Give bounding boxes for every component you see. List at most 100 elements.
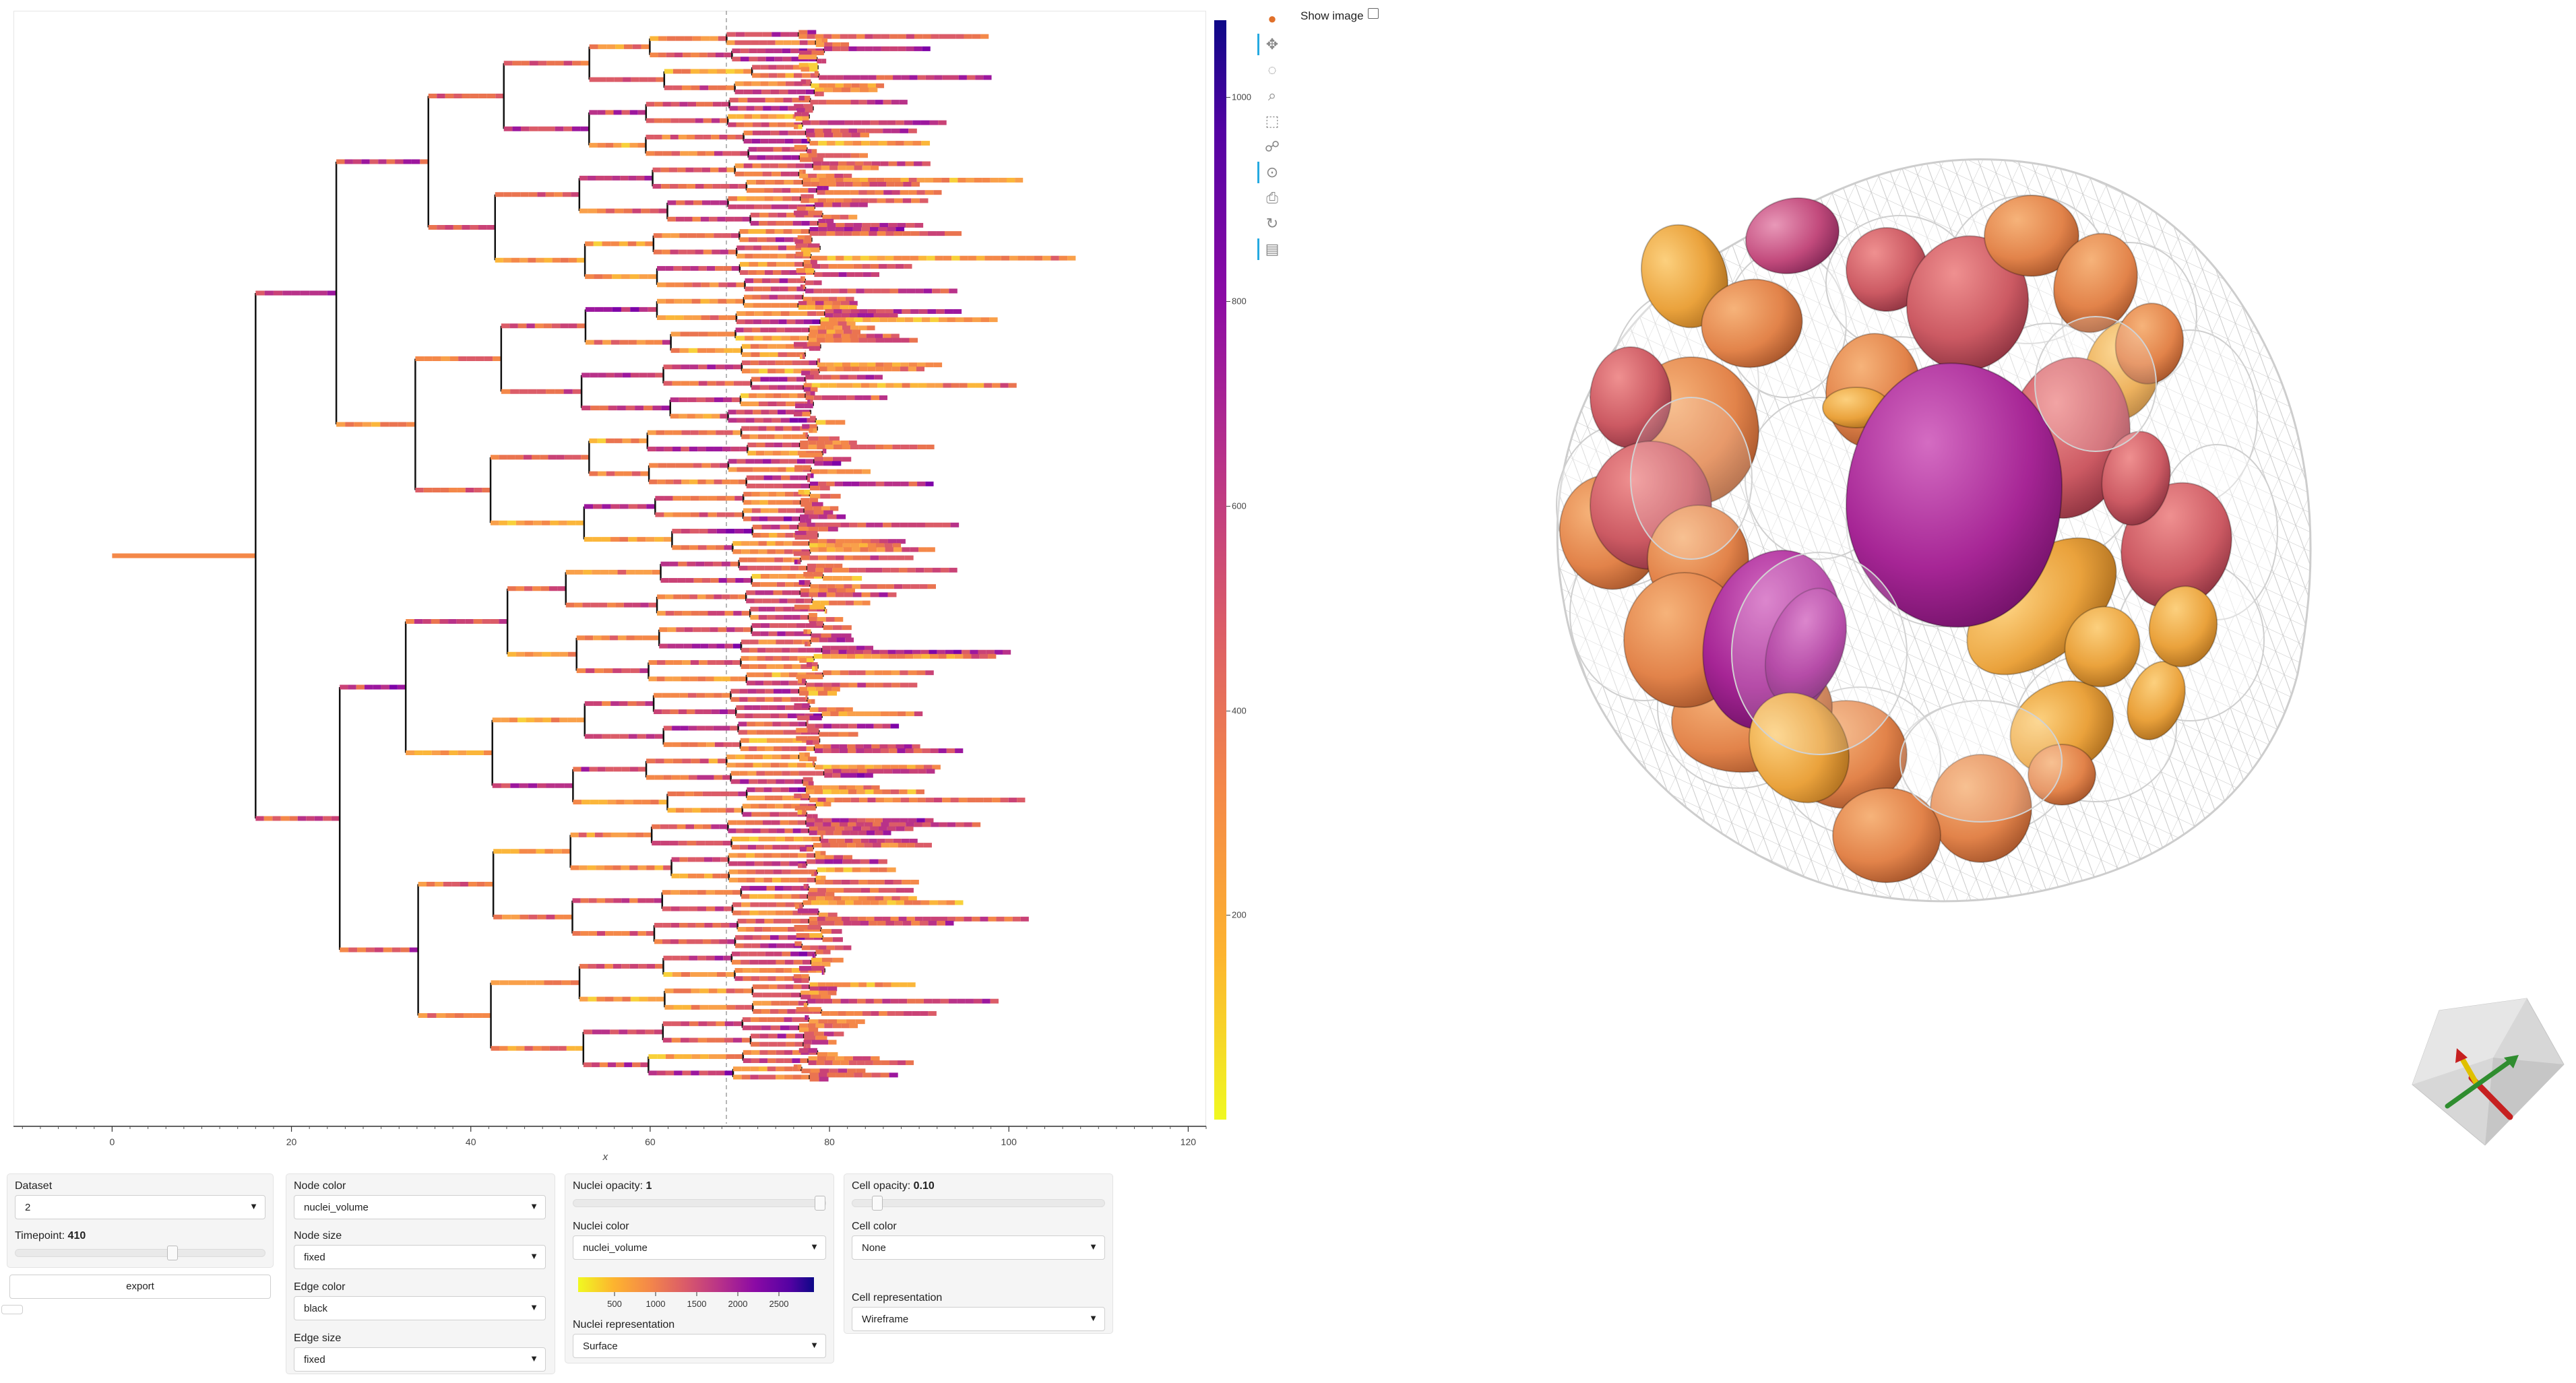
x-tick-label: 120 <box>1181 1136 1197 1147</box>
x-tick-label: 80 <box>824 1136 835 1147</box>
wheel-zoom-icon[interactable]: ⊙ <box>1257 160 1284 185</box>
edge-size-value: fixed <box>304 1354 325 1365</box>
cell-wireframe-front <box>1731 552 1908 755</box>
node-color-label: Node color <box>294 1180 346 1192</box>
nuclei-colorbar-tick-label: 2500 <box>769 1299 789 1309</box>
cell-opacity-label: Cell opacity: 0.10 <box>852 1180 935 1192</box>
node-colorbar <box>1214 20 1226 1120</box>
cell-opacity-label-text: Cell opacity: <box>852 1180 914 1192</box>
nucleus-mesh <box>1748 692 1850 804</box>
nucleus-mesh <box>2064 606 2141 688</box>
colorbar-tick-label: 600 <box>1232 501 1247 511</box>
edge-color-value: black <box>304 1303 328 1314</box>
nucleus-mesh <box>1984 195 2079 277</box>
dataset-label: Dataset <box>15 1180 53 1192</box>
pan-tool-icon[interactable]: ✥ <box>1257 32 1284 57</box>
cell-wireframe-front <box>1630 397 1753 560</box>
chevron-down-icon: ▼ <box>530 1201 538 1211</box>
cell-representation-select[interactable]: Wireframe ▼ <box>852 1307 1105 1331</box>
x-tick-label: 60 <box>645 1136 656 1147</box>
chevron-down-icon: ▼ <box>249 1201 258 1211</box>
show-image-label: Show image <box>1300 9 1364 22</box>
embryo-3d-view[interactable] <box>1469 101 2399 1044</box>
orientation-axes-widget[interactable] <box>2399 984 2574 1159</box>
node-size-value: fixed <box>304 1252 325 1263</box>
nuclei-representation-label: Nuclei representation <box>573 1319 675 1330</box>
timepoint-value: 410 <box>67 1230 86 1242</box>
edge-color-label: Edge color <box>294 1281 346 1293</box>
node-color-select[interactable]: nuclei_volume ▼ <box>294 1195 546 1219</box>
colorbar-tick-label: 400 <box>1232 705 1247 716</box>
save-icon[interactable]: ⎙ <box>1266 189 1278 206</box>
plot-toolbar: ● ✥ ◌ ⌕ ⬚ ☍ ⊙ ⎙ ↻ ▤ <box>1257 7 1288 263</box>
x-tick-label: 20 <box>286 1136 297 1147</box>
chevron-down-icon: ▼ <box>810 1340 819 1350</box>
cell-opacity-slider[interactable] <box>852 1196 1105 1211</box>
nucleus-mesh <box>2148 585 2218 668</box>
show-image-toggle[interactable]: Show image <box>1300 8 1379 23</box>
timepoint-slider-handle[interactable] <box>167 1246 179 1260</box>
nucleus-mesh <box>1701 278 1803 368</box>
nuclei-opacity-label: Nuclei opacity: 1 <box>573 1180 652 1192</box>
nuclei-colorbar-tick-label: 500 <box>607 1299 622 1309</box>
colorbar-tick-label: 200 <box>1232 909 1247 920</box>
nuclei-opacity-label-text: Nuclei opacity: <box>573 1180 646 1192</box>
colorbar-tick-mark <box>1226 301 1230 302</box>
dataset-value: 2 <box>25 1202 31 1213</box>
nucleus-mesh <box>2101 430 2171 526</box>
nucleus-mesh <box>2114 302 2185 385</box>
nuclei-color-label: Nuclei color <box>573 1221 629 1232</box>
colorbar-tick-mark <box>1226 506 1230 507</box>
x-tick-label: 40 <box>466 1136 476 1147</box>
nuclei-opacity-slider[interactable] <box>573 1196 826 1211</box>
box-select-icon[interactable]: ⬚ <box>1265 112 1280 129</box>
nuclei-opacity-slider-handle[interactable] <box>815 1196 825 1211</box>
nucleus-mesh <box>1832 787 1941 883</box>
nucleus-mesh <box>1745 197 1840 275</box>
zoom-in-icon[interactable]: ⌕ <box>1267 87 1277 104</box>
reset-icon[interactable]: ↻ <box>1265 215 1279 232</box>
small-button[interactable] <box>1 1305 23 1314</box>
nucleus-mesh <box>2028 744 2096 806</box>
lasso-select-icon[interactable]: ◌ <box>1267 61 1277 78</box>
edge-size-select[interactable]: fixed ▼ <box>294 1347 546 1372</box>
nuclei-color-select[interactable]: nuclei_volume ▼ <box>573 1235 826 1260</box>
x-axis-label: x <box>602 1151 608 1163</box>
hover-tool-icon[interactable]: ▤ <box>1257 237 1284 261</box>
node-size-select[interactable]: fixed ▼ <box>294 1245 546 1269</box>
edge-size-label: Edge size <box>294 1332 342 1344</box>
cell-color-label: Cell color <box>852 1221 897 1232</box>
nucleus-mesh <box>2053 232 2138 333</box>
dataset-select[interactable]: 2 ▼ <box>15 1195 265 1219</box>
chevron-down-icon: ▼ <box>1089 1242 1098 1252</box>
lineage-tree-canvas[interactable]: 0 20 40 60 80 100 120 x <box>0 0 1213 1172</box>
show-image-checkbox[interactable] <box>1367 8 1379 19</box>
timepoint-label-text: Timepoint: <box>15 1230 68 1242</box>
timepoint-label: Timepoint: 410 <box>15 1230 86 1242</box>
chevron-down-icon: ▼ <box>530 1251 538 1261</box>
chevron-down-icon: ▼ <box>810 1242 819 1252</box>
export-button[interactable]: export <box>9 1275 271 1299</box>
tap-tool-icon[interactable]: ☍ <box>1264 138 1280 155</box>
edge-color-select[interactable]: black ▼ <box>294 1296 546 1320</box>
nuclei-opacity-value: 1 <box>646 1180 652 1192</box>
cell-opacity-slider-handle[interactable] <box>871 1196 883 1211</box>
timepoint-slider[interactable] <box>15 1246 265 1260</box>
cell-color-value: None <box>862 1242 886 1254</box>
colorbar-tick-label: 1000 <box>1232 92 1251 102</box>
x-tick-label: 100 <box>1001 1136 1017 1147</box>
node-size-label: Node size <box>294 1230 342 1242</box>
nuclei-colorbar-tick-label: 1000 <box>646 1299 666 1309</box>
chevron-down-icon: ▼ <box>530 1302 538 1312</box>
nuclei-colorbar: 500 1000 1500 2000 2500 <box>578 1277 814 1309</box>
chevron-down-icon: ▼ <box>530 1353 538 1363</box>
cell-color-select[interactable]: None ▼ <box>852 1235 1105 1260</box>
cell-representation-label: Cell representation <box>852 1292 943 1304</box>
nuclei-representation-select[interactable]: Surface ▼ <box>573 1334 826 1358</box>
cell-opacity-value: 0.10 <box>913 1180 935 1192</box>
cell-wireframe-front <box>2034 316 2157 452</box>
colorbar-tick-label: 800 <box>1232 296 1247 307</box>
bokeh-logo-icon[interactable]: ● <box>1267 10 1277 27</box>
x-tick-label: 0 <box>109 1136 115 1147</box>
colorbar-tick-mark <box>1226 96 1230 98</box>
